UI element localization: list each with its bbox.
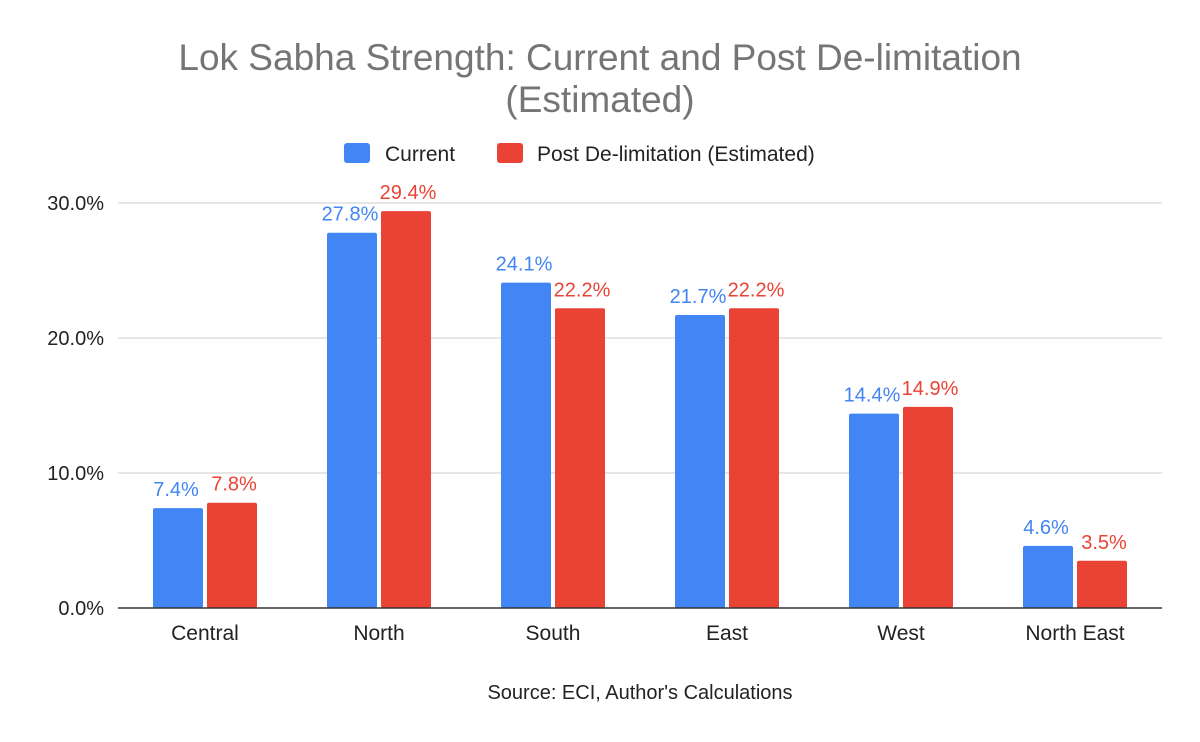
data-label: 27.8% — [322, 204, 379, 226]
x-tick-label: Central — [171, 622, 239, 645]
legend-swatch-post-delimitation — [497, 143, 523, 163]
bars — [153, 211, 1127, 608]
data-label: 24.1% — [496, 254, 553, 276]
bar-current-north — [327, 232, 377, 608]
bar-post-delimitation-west — [903, 406, 953, 608]
x-tick-label: East — [706, 622, 748, 645]
chart-title-line-2: (Estimated) — [505, 79, 694, 120]
data-label: 7.4% — [153, 479, 199, 501]
bar-current-central — [153, 508, 203, 608]
bar-post-delimitation-north-east — [1077, 560, 1127, 608]
data-label: 7.8% — [211, 474, 257, 496]
legend-label-current: Current — [385, 143, 455, 166]
data-label: 21.7% — [670, 286, 727, 308]
bar-post-delimitation-central — [207, 502, 257, 608]
legend-label-post-delimitation: Post De-limitation (Estimated) — [537, 143, 815, 166]
y-axis: 0.0% 10.0% 20.0% 30.0% — [47, 193, 104, 620]
data-label: 29.4% — [380, 182, 437, 204]
y-tick-label: 10.0% — [47, 463, 104, 485]
bar-current-west — [849, 413, 899, 608]
data-label: 14.4% — [844, 385, 901, 407]
x-tick-label: North — [353, 622, 404, 645]
x-tick-label: West — [877, 622, 925, 645]
y-tick-label: 30.0% — [47, 193, 104, 215]
data-label: 22.2% — [728, 279, 785, 301]
data-label: 3.5% — [1081, 532, 1127, 554]
source-note: Source: ECI, Author's Calculations — [487, 682, 792, 704]
data-labels: 7.4% 7.8%27.8%29.4%24.1%22.2% 21.7% 22.2%14… — [153, 182, 1127, 554]
y-tick-label: 0.0% — [58, 598, 104, 620]
x-tick-label: South — [526, 622, 581, 645]
x-tick-label: North East — [1025, 622, 1124, 645]
y-tick-label: 20.0% — [47, 328, 104, 350]
bar-post-delimitation-north — [381, 211, 431, 608]
data-label: 4.6% — [1023, 517, 1069, 539]
bar-post-delimitation-south — [555, 308, 605, 608]
data-label: 14.9% — [902, 378, 959, 400]
data-label: 22.2% — [554, 279, 611, 301]
chart-title: Lok Sabha Strength: Current and Post De-… — [178, 37, 1021, 78]
bar-current-east — [675, 315, 725, 608]
legend: Current Post De-limitation (Estimated) — [344, 143, 815, 166]
bar-post-delimitation-east — [729, 308, 779, 608]
x-axis: Central North South East West North East — [118, 607, 1162, 645]
bar-current-south — [501, 282, 551, 608]
legend-swatch-current — [344, 143, 370, 163]
gridlines — [118, 202, 1162, 474]
bar-current-north-east — [1023, 545, 1073, 608]
